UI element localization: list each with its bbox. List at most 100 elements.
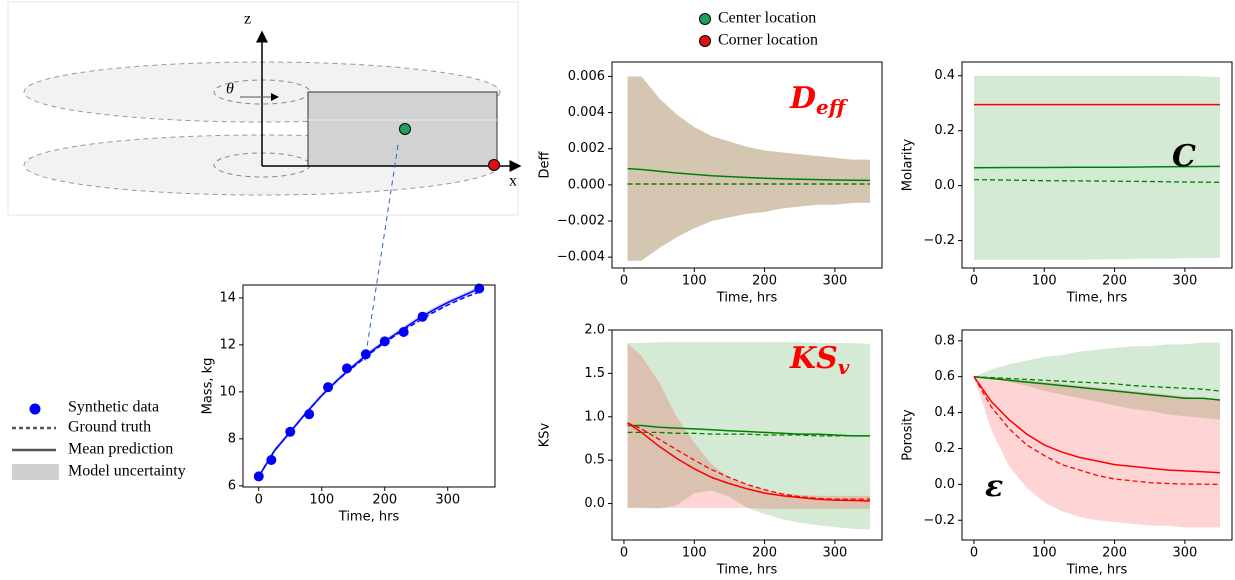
y-tick-label: 0.004 bbox=[568, 105, 605, 120]
y-tick-label: 0.0 bbox=[934, 178, 955, 193]
x-tick-label: 0 bbox=[255, 493, 263, 508]
frame bbox=[611, 61, 883, 269]
data-point bbox=[379, 336, 390, 347]
y-axis-label: Deff bbox=[538, 150, 553, 178]
legend-marker bbox=[699, 35, 711, 47]
y-tick-label: −0.002 bbox=[557, 214, 605, 229]
data-point bbox=[341, 363, 352, 374]
y-tick-label: 1.5 bbox=[584, 366, 605, 381]
x-axis-label: Time, hrs bbox=[1066, 563, 1128, 578]
x-tick-label: 0 bbox=[620, 546, 628, 561]
geometry-diagram: z x θ bbox=[7, 1, 522, 361]
mean-line bbox=[973, 165, 1221, 169]
y-tick-label: 0.0 bbox=[584, 496, 605, 511]
chart-panel: 0 100 200 300 0.0 0.5 1.0 1.5 2.0 Time, hrs KSv KSv bbox=[538, 323, 883, 578]
mean-line bbox=[973, 376, 1221, 474]
x-label: x bbox=[509, 173, 517, 190]
y-tick-label: 0.2 bbox=[934, 123, 955, 138]
link-arrow bbox=[362, 144, 399, 361]
x-tick-label: 300 bbox=[822, 546, 847, 561]
panel-annotation: C bbox=[1172, 139, 1196, 174]
annotation-text: ε bbox=[985, 469, 1003, 504]
x-axis-label: Time, hrs bbox=[716, 563, 778, 578]
x-tick-label: 100 bbox=[682, 274, 707, 289]
y-tick-label: −0.2 bbox=[923, 233, 955, 248]
y-tick-label: 2.0 bbox=[584, 323, 605, 338]
y-tick-label: 0.4 bbox=[934, 68, 955, 83]
legend-label: Corner location bbox=[718, 32, 818, 49]
data-point bbox=[304, 409, 315, 420]
frame bbox=[242, 284, 496, 488]
legend-marker bbox=[699, 13, 711, 25]
truth-line bbox=[973, 376, 1221, 486]
x-tick-label: 300 bbox=[435, 493, 460, 508]
y-tick-label: 0.0 bbox=[934, 477, 955, 492]
chart-panel: 0 100 200 300 −0.2 0.0 0.2 0.4 0.6 0.8 Time, hrs Po… bbox=[901, 329, 1233, 578]
uncertainty-band bbox=[627, 76, 870, 261]
data-point bbox=[474, 283, 485, 294]
x-tick-label: 0 bbox=[970, 546, 978, 561]
y-tick-label: 0.000 bbox=[568, 177, 605, 192]
panel-annotation: Deff bbox=[789, 81, 849, 119]
style-legend: Synthetic data Ground truth Mean predictio… bbox=[12, 399, 186, 480]
x-axis-label: Time, hrs bbox=[338, 510, 400, 525]
legend-label: Ground truth bbox=[68, 419, 151, 436]
y-tick-label: 8 bbox=[228, 431, 236, 446]
y-tick-label: 1.0 bbox=[584, 409, 605, 424]
truth-line bbox=[258, 291, 480, 477]
x-tick-label: 300 bbox=[1172, 274, 1197, 289]
legend-patch bbox=[12, 464, 59, 480]
y-tick-label: 6 bbox=[228, 478, 236, 493]
legend-label: Synthetic data bbox=[68, 399, 159, 416]
panel-annotation: ε bbox=[985, 469, 1003, 504]
mean-line bbox=[973, 375, 1221, 401]
panel-annotation: KSv bbox=[789, 341, 850, 379]
chart-panel: 0 100 200 300 −0.2 0.0 0.2 0.4 Time, hrs Molarity… bbox=[901, 61, 1233, 306]
uncertainty-band bbox=[627, 343, 870, 509]
x-axis-label: Time, hrs bbox=[1066, 291, 1128, 306]
annotation-text: C bbox=[1172, 139, 1196, 174]
y-tick-label: 0.006 bbox=[568, 69, 605, 84]
truth-line bbox=[627, 431, 870, 437]
x-tick-label: 200 bbox=[752, 546, 777, 561]
y-axis-label: KSv bbox=[538, 422, 553, 447]
truth-line bbox=[973, 178, 1221, 183]
y-tick-label: 12 bbox=[219, 337, 236, 352]
legend-label: Center location bbox=[718, 10, 816, 27]
uncertainty-band bbox=[974, 376, 1220, 528]
x-tick-label: 100 bbox=[1032, 274, 1057, 289]
x-tick-label: 100 bbox=[1032, 546, 1057, 561]
x-tick-label: 0 bbox=[620, 274, 628, 289]
y-tick-label: 0.5 bbox=[584, 453, 605, 468]
legend-label: Model uncertainty bbox=[68, 463, 186, 480]
annotation-text: D bbox=[789, 81, 816, 116]
frame bbox=[961, 329, 1233, 541]
corner-point bbox=[488, 159, 500, 171]
y-tick-label: 0.6 bbox=[934, 369, 955, 384]
annotation-subscript: eff bbox=[816, 95, 849, 119]
uncertainty-band bbox=[974, 342, 1220, 420]
data-point bbox=[285, 426, 296, 437]
data-point bbox=[323, 382, 334, 393]
truth-line bbox=[973, 376, 1221, 392]
annotation-subscript: v bbox=[838, 355, 850, 379]
y-tick-label: 0.2 bbox=[934, 441, 955, 456]
frame bbox=[961, 61, 1233, 269]
x-tick-label: 100 bbox=[682, 546, 707, 561]
center-point bbox=[399, 123, 411, 135]
data-point bbox=[266, 454, 277, 465]
legend-marker bbox=[29, 403, 41, 415]
y-tick-label: 10 bbox=[219, 384, 236, 399]
x-tick-label: 200 bbox=[372, 493, 397, 508]
y-tick-label: 0.4 bbox=[934, 405, 955, 420]
x-tick-label: 200 bbox=[752, 274, 777, 289]
x-tick-label: 300 bbox=[822, 274, 847, 289]
x-tick-label: 0 bbox=[970, 274, 978, 289]
mean-line bbox=[627, 167, 871, 182]
y-tick-label: −0.004 bbox=[557, 250, 605, 265]
mean-line bbox=[627, 422, 871, 502]
angle-label: θ bbox=[226, 81, 234, 98]
chart-panel: 0 100 200 300 6 8 10 12 14 Time, hrs Mass, kg Synth… bbox=[12, 283, 496, 525]
